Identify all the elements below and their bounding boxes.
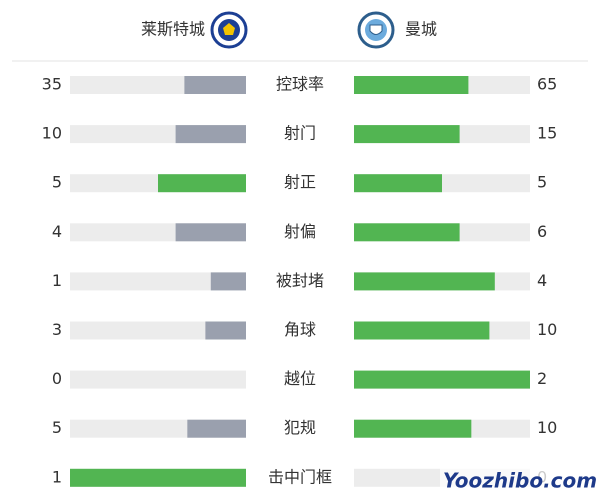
away-bar: [354, 76, 469, 94]
home-bar: [175, 223, 246, 242]
away-value: 6: [537, 222, 547, 241]
home-value: 1: [52, 467, 62, 486]
away-value: 4: [537, 271, 547, 290]
home-bar: [205, 321, 246, 340]
away-value: 5: [537, 173, 547, 192]
stat-label: 射偏: [284, 222, 316, 241]
home-bar: [175, 125, 246, 144]
home-value: 1: [52, 271, 62, 290]
home-track: [70, 272, 246, 291]
home-value: 0: [52, 369, 62, 388]
away-team: 曼城: [405, 20, 437, 39]
home-team: 莱斯特城: [141, 20, 205, 39]
stat-label: 角球: [284, 320, 316, 339]
away-value: 65: [537, 75, 557, 94]
home-track: [70, 370, 246, 389]
away-bar: [354, 321, 490, 340]
home-value: 5: [52, 173, 62, 192]
away-value: 2: [537, 369, 547, 388]
home-track: [70, 321, 246, 340]
stat-label: 射正: [284, 173, 316, 192]
away-bar: [354, 125, 460, 144]
home-logo: [210, 11, 248, 49]
watermark-bg: [440, 463, 600, 499]
home-bar: [70, 468, 246, 487]
home-value: 35: [42, 75, 62, 94]
stat-label: 击中门框: [268, 467, 332, 486]
away-bar: [354, 370, 530, 389]
stat-label: 射门: [284, 124, 316, 143]
home-bar: [187, 419, 246, 438]
home-value: 4: [52, 222, 62, 241]
home-value: 10: [42, 124, 62, 143]
watermark: Yoozhibo.com: [443, 469, 597, 493]
away-bar: [354, 272, 495, 291]
stat-label: 犯规: [284, 418, 316, 437]
home-bar: [184, 76, 246, 94]
stat-label: 控球率: [276, 75, 324, 94]
away-value: 15: [537, 124, 557, 143]
stat-label: 越位: [284, 369, 316, 388]
stat-label: 被封堵: [276, 271, 324, 290]
away-bar: [354, 419, 472, 438]
home-bar: [158, 174, 246, 193]
away-value: 10: [537, 320, 557, 339]
home-value: 5: [52, 418, 62, 437]
away-bar: [354, 223, 460, 242]
away-logo: [357, 11, 395, 49]
home-bar: [210, 272, 246, 291]
away-value: 10: [537, 418, 557, 437]
away-bar: [354, 174, 442, 193]
home-value: 3: [52, 320, 62, 339]
